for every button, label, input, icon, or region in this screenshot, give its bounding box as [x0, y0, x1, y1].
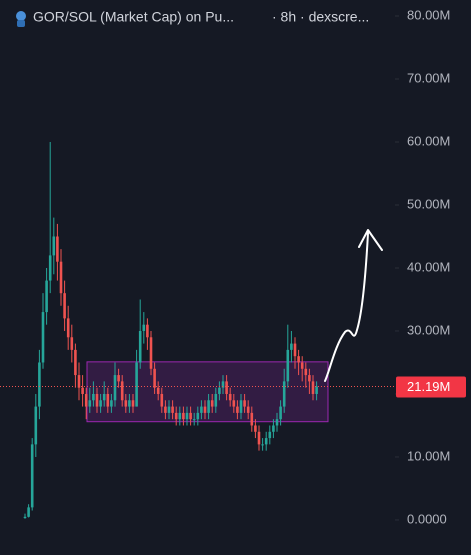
candle-body [293, 343, 297, 357]
candle-body [153, 368, 156, 388]
candle-body [178, 412, 182, 420]
candle-body [297, 356, 300, 363]
candle-body [308, 375, 311, 382]
candle-body [311, 381, 315, 394]
candle-body [272, 425, 275, 432]
candle-body [286, 349, 290, 382]
candle-body [34, 406, 38, 445]
last-price-tag [396, 376, 466, 398]
candle-body [167, 406, 171, 413]
y-tick-label: 80.00M [407, 7, 450, 22]
candle-body [290, 343, 293, 350]
candle-body [282, 381, 286, 407]
candle-body [117, 375, 120, 382]
candle-body [99, 400, 102, 407]
candle-body [120, 381, 124, 401]
candle-body [95, 393, 99, 407]
candle-body [232, 400, 236, 407]
candle-body [63, 293, 66, 319]
candle-body [23, 516, 27, 519]
candle-body [128, 400, 131, 407]
y-tick-label: 70.00M [407, 70, 450, 85]
candle-body [189, 412, 192, 420]
candle-body [146, 324, 149, 338]
candle-body [30, 444, 34, 508]
candle-body [275, 419, 279, 426]
candle-body [228, 393, 232, 401]
candle-body [48, 255, 52, 281]
candle-body [124, 400, 128, 407]
candle-body [264, 438, 268, 445]
candle-body [239, 400, 243, 413]
candle-body [113, 375, 117, 401]
y-tick-label: 0.0000 [407, 511, 447, 526]
candle-body [160, 393, 164, 407]
candle-body [41, 312, 45, 363]
candle-body [149, 337, 153, 369]
candle-body [261, 444, 264, 446]
hand-drawn-arrow [324, 229, 383, 382]
y-tick-label: 10.00M [407, 448, 450, 463]
candle-body [214, 393, 218, 407]
candle-body [174, 412, 178, 420]
candle-body [225, 381, 228, 394]
y-tick-label: 30.00M [407, 322, 450, 337]
candle-body [56, 236, 59, 262]
candle-body [66, 318, 70, 338]
candle-body [84, 393, 88, 407]
candle-body [243, 400, 246, 407]
candle-body [196, 412, 200, 420]
candle-body [92, 393, 95, 401]
plot-area [23, 141, 329, 519]
candle-body [59, 261, 63, 294]
candle-body [300, 362, 304, 369]
candle-body [77, 375, 81, 388]
y-tick-label: 40.00M [407, 259, 450, 274]
candle-body [102, 393, 106, 401]
candle-body [38, 362, 41, 407]
candle-body [185, 412, 189, 420]
candle-body [164, 406, 167, 413]
candle-body [192, 419, 196, 421]
candle-body [279, 406, 282, 420]
candle-body [88, 400, 92, 407]
candle-body [171, 406, 174, 413]
last-price-label: 21.19M [407, 379, 450, 394]
candle-body [210, 400, 214, 407]
candle-body [106, 393, 110, 407]
candle-body [200, 406, 203, 413]
candle-body [138, 330, 142, 363]
y-tick-label: 50.00M [407, 196, 450, 211]
candle-body [221, 381, 225, 388]
candle-body [27, 507, 30, 517]
candle-body [110, 400, 113, 407]
candle-body [315, 386, 318, 394]
candle-body [236, 406, 239, 413]
candle-body [246, 406, 250, 413]
chart-subtitle: · 8h · dexscre... [272, 9, 369, 25]
chart-title: GOR/SOL (Market Cap) on Pu... [33, 9, 234, 25]
candle-body [142, 324, 146, 331]
candle-body [135, 362, 138, 407]
candle-body [203, 406, 207, 413]
candle-body [74, 349, 77, 376]
logo [16, 11, 26, 27]
candle-body [268, 431, 272, 439]
candle-body [304, 368, 308, 376]
candle-body [257, 431, 261, 445]
candle-body [182, 412, 185, 420]
candle-body [207, 400, 210, 413]
candle-body [250, 412, 254, 426]
candle-body [45, 280, 48, 313]
candle-body [52, 236, 56, 256]
candle-body [70, 337, 74, 350]
y-tick-label: 60.00M [407, 133, 450, 148]
candle-body [131, 400, 135, 407]
candle-body [218, 387, 221, 394]
candle-body [156, 387, 160, 394]
candle-body [254, 425, 257, 432]
candle-body [81, 387, 84, 394]
